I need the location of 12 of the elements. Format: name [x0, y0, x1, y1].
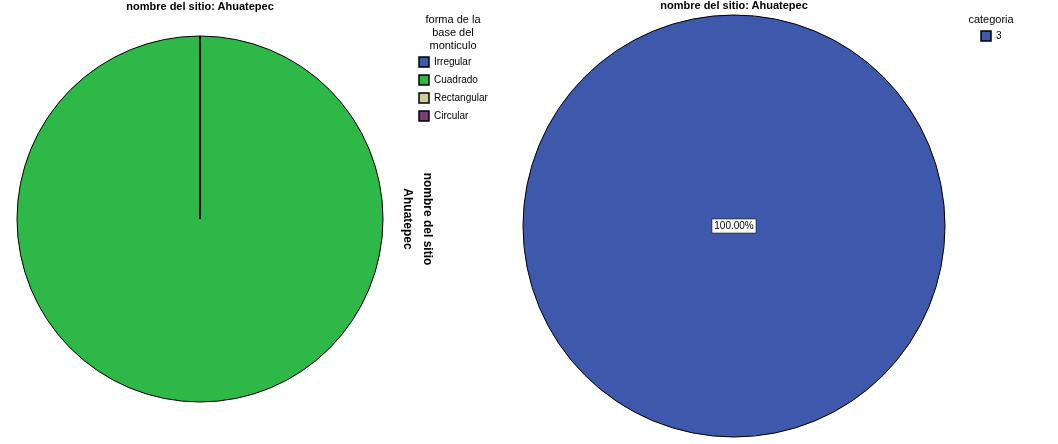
chart-title: nombre del sitio: Ahuatepec: [660, 0, 808, 11]
legend-label: Circular: [434, 110, 470, 121]
chart-title: nombre del sitio: Ahuatepec: [126, 0, 274, 12]
text: Ahuatepec: [401, 188, 415, 250]
legend-title: categoria: [968, 13, 1015, 25]
legend-label: Rectangular: [434, 92, 489, 103]
legend-label: Irregular: [434, 56, 472, 67]
text: nombre del sitio: [421, 172, 435, 266]
legend-title: forma de la base del monticulo: [425, 13, 482, 51]
legend-label: Cuadrado: [434, 74, 479, 85]
data-label: 100.00%: [714, 220, 754, 231]
legend-label: 3: [996, 30, 1002, 41]
